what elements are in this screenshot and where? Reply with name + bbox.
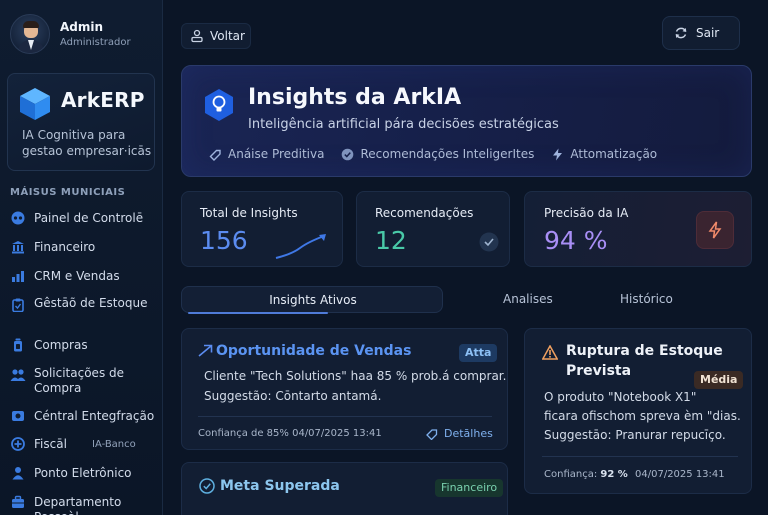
sidebar-item-compras[interactable]: Compras <box>0 337 163 353</box>
priority-badge: Média <box>694 371 744 389</box>
sidebar-item-estoque[interactable]: Gêstāõ de Estoque <box>0 296 163 326</box>
user-role: Administrador <box>60 37 131 48</box>
sidebar-item-fiscal[interactable]: Fiscāl IA-Banco <box>0 436 163 452</box>
sidebar-item-extra: IA-Banco <box>92 439 136 450</box>
tag-icon <box>209 148 222 161</box>
cube-logo-icon <box>20 88 50 120</box>
tag-icon <box>426 428 438 440</box>
bolt-icon <box>551 148 564 161</box>
tab-historico[interactable]: Histórico <box>620 292 673 306</box>
feature-item: Attomatização <box>551 147 657 161</box>
feature-item: Anáise Preditiva <box>209 147 324 161</box>
briefcase-icon <box>10 494 26 510</box>
stat-card-precisao: Precisão da IA 94 % <box>524 191 752 267</box>
person-icon <box>10 465 26 481</box>
warning-icon <box>542 345 558 360</box>
stat-value: 156 <box>200 226 248 255</box>
bar-chart-icon <box>10 268 26 284</box>
avatar <box>10 14 50 54</box>
check-circle-icon <box>479 232 499 252</box>
back-button[interactable]: Voltar <box>181 23 251 49</box>
priority-badge: Atta <box>459 344 498 362</box>
clipboard-icon <box>10 297 26 313</box>
card-title: Ruptura de Estoque <box>566 343 723 359</box>
sidebar-item-financeiro[interactable]: Financeiro <box>0 239 163 255</box>
card-suggestion: Suggestāo: Pranurar repucīço. <box>544 428 726 442</box>
sidebar-item-dashboard[interactable]: Painel de Controlē <box>0 210 163 226</box>
tab-analises[interactable]: Analises <box>503 292 553 306</box>
feature-item: Recomendações InteligerItes <box>341 147 534 161</box>
sidebar-item-label: Céntral Entegfração <box>34 409 155 423</box>
cup-icon <box>10 337 26 353</box>
hero-banner: Insights da ArkIA Inteligência artificia… <box>181 65 752 177</box>
sidebar-item-ponto[interactable]: Ponto Eletrônico <box>0 465 163 481</box>
fiscal-icon <box>10 436 26 452</box>
sidebar-item-crm[interactable]: CRM e Vendas <box>0 268 163 284</box>
insight-card-stock: Ruptura de Estoque Prevista Média O prod… <box>524 328 752 494</box>
exit-button[interactable]: Sair <box>662 16 740 50</box>
back-icon <box>191 29 203 43</box>
sidebar-item-label: Solicitações de Compra <box>34 366 125 395</box>
stat-label: Total de Insights <box>200 206 298 220</box>
check-badge-icon <box>341 148 354 161</box>
page-title: Insights da ArkIA <box>248 85 462 110</box>
sidebar: Admin Administrador ArkERP IA Cognitiva … <box>0 0 163 515</box>
stat-value: 94 % <box>544 226 608 255</box>
trend-up-icon <box>198 344 213 357</box>
brand-name: ArkERP <box>61 88 145 112</box>
sidebar-item-departamento[interactable]: Departamento Pessoàl <box>0 494 163 515</box>
details-label: Detālhes <box>444 427 493 440</box>
sidebar-item-label: Compras <box>34 338 88 352</box>
refresh-icon <box>675 27 687 39</box>
stat-value: 12 <box>375 226 407 255</box>
card-title-continued: Prevista <box>566 363 632 379</box>
dashboard-icon <box>10 210 26 226</box>
insight-card-opportunity: Oportunidade de Vendas Atta Cliente "Tec… <box>181 328 508 450</box>
page-subtitle: Inteligência artificial pára decisões es… <box>248 117 559 132</box>
tab-insights-ativos[interactable]: Insights Ativos <box>181 286 443 313</box>
users-icon <box>10 367 26 383</box>
stat-label: Precisão da IA <box>544 206 629 220</box>
brand-card: ArkERP IA Cognitiva para gestao empresar… <box>7 73 155 171</box>
exit-label: Sair <box>696 26 720 40</box>
hub-icon <box>10 408 26 424</box>
sidebar-item-label: Fiscāl <box>34 437 67 451</box>
lightbulb-icon <box>205 89 233 121</box>
card-title: Meta Superada <box>220 478 340 494</box>
bank-icon <box>10 239 26 255</box>
card-description: Cliente "Tech Solutions" haa 85 % prob.á… <box>204 369 507 383</box>
card-meta: Confiança de 85% 04/07/2025 13:41 <box>198 428 382 439</box>
brand-tagline: IA Cognitiva para gestao empresar·icās <box>22 128 152 158</box>
sidebar-item-central[interactable]: Céntral Entegfração <box>0 408 163 424</box>
sidebar-item-label: Ponto Eletrônico <box>34 466 132 480</box>
bolt-icon <box>696 211 734 249</box>
sidebar-item-label: CRM e Vendas <box>34 269 120 283</box>
back-label: Voltar <box>210 29 245 43</box>
stat-card-total-insights: Total de Insights 156 <box>181 191 343 267</box>
category-badge: Financeiro <box>435 479 504 497</box>
sidebar-item-label: Financeiro <box>34 240 96 254</box>
card-suggestion: Suggestão: Cōntarto antamá. <box>204 389 382 403</box>
user-name: Admin <box>60 20 104 34</box>
feature-list: Anáise Preditiva Recomendações Inteliger… <box>209 147 674 161</box>
card-meta: Confiança: 92 % 04/07/2025 13:41 <box>544 469 725 480</box>
card-description: O produto "Notebook X1" <box>544 390 697 404</box>
insight-card-goal: Meta Superada Financeiro <box>181 462 508 515</box>
sidebar-item-label: Gêstāõ de Estoque <box>34 296 148 310</box>
sidebar-item-solicitacoes[interactable]: Solicitações de Compra <box>0 366 163 396</box>
stat-card-recomendacoes: Recomendações 12 <box>356 191 510 267</box>
sidebar-section-title: MÁISUS MUNICIAIS <box>10 187 126 198</box>
sidebar-item-label: Departamento Pessoàl <box>34 495 122 515</box>
trend-up-icon <box>275 234 326 259</box>
card-description-continued: ficara ofischom spreva èm "dias. <box>544 409 741 423</box>
check-circle-icon <box>199 478 215 494</box>
card-title: Oportunidade de Vendas <box>216 343 412 359</box>
user-profile[interactable]: Admin Administrador <box>10 14 131 54</box>
active-tab-indicator <box>188 312 328 314</box>
details-link[interactable]: Detālhes <box>426 427 493 440</box>
sidebar-item-label: Painel de Controlē <box>34 211 144 225</box>
stat-label: Recomendações <box>375 206 474 220</box>
